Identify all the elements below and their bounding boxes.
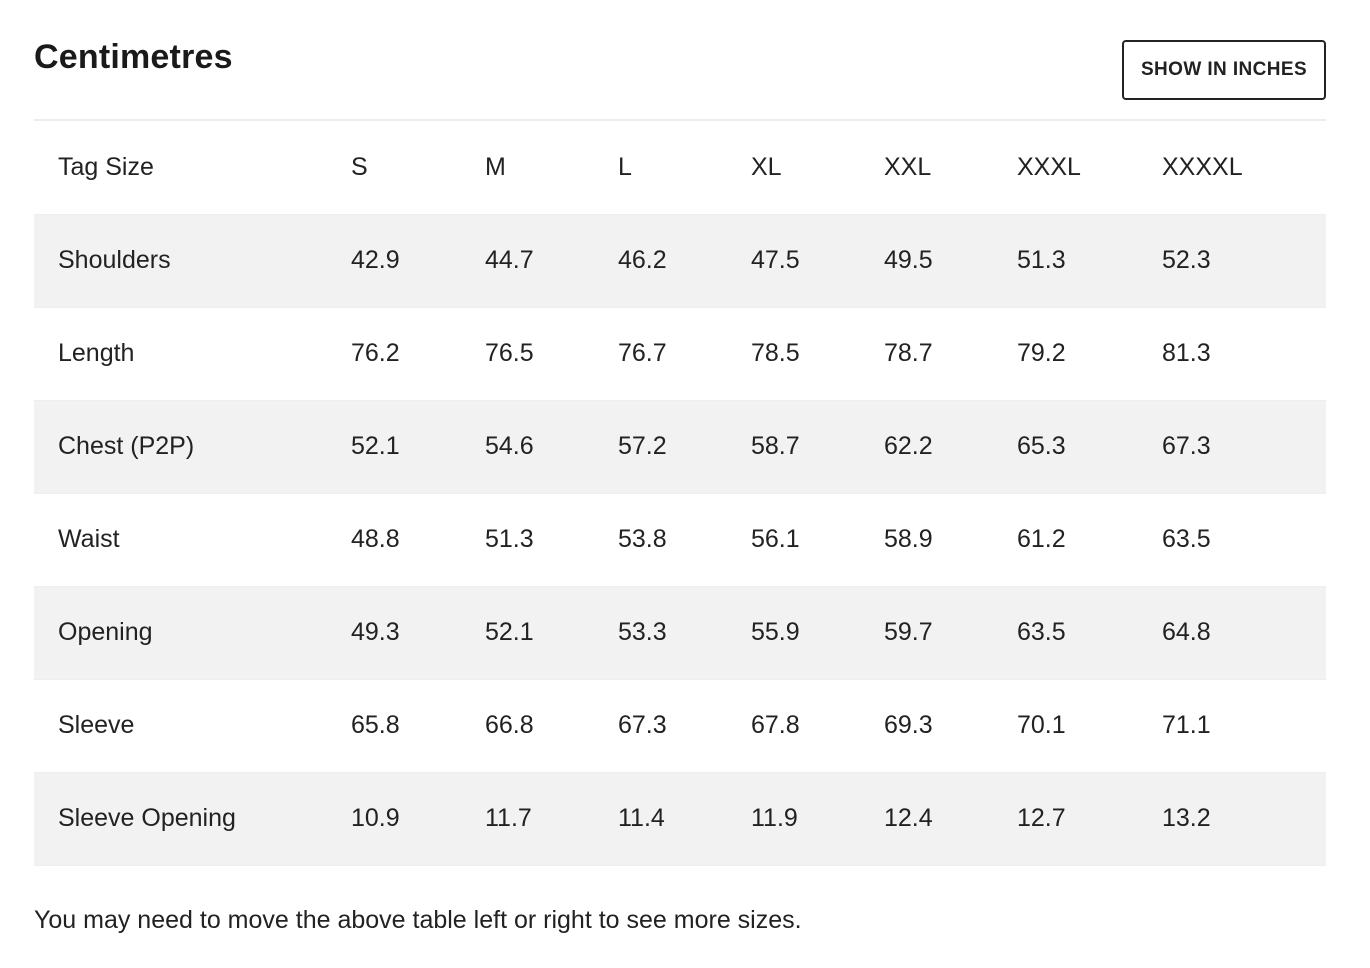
table-cell: 58.9: [884, 493, 1017, 587]
table-cell: 11.4: [618, 772, 751, 866]
column-header: M: [485, 121, 618, 215]
table-cell: 10.9: [351, 772, 485, 866]
row-label: Sleeve: [34, 679, 351, 773]
table-cell: 52.1: [351, 400, 485, 494]
page-title: Centimetres: [34, 38, 233, 76]
table-cell: 67.3: [1162, 400, 1326, 494]
table-cell: 53.3: [618, 586, 751, 680]
table-cell: 61.2: [1017, 493, 1162, 587]
table-cell: 55.9: [751, 586, 884, 680]
table-cell: 11.7: [485, 772, 618, 866]
table-cell: 81.3: [1162, 307, 1326, 401]
table-cell: 56.1: [751, 493, 884, 587]
size-chart: Centimetres SHOW IN INCHES Tag Size S M …: [34, 0, 1326, 934]
size-table: Tag Size S M L XL XXL XXXL XXXXL Shoulde…: [34, 121, 1326, 866]
table-cell: 49.5: [884, 214, 1017, 308]
table-cell: 67.3: [618, 679, 751, 773]
table-cell: 11.9: [751, 772, 884, 866]
column-header: XXL: [884, 121, 1017, 215]
table-cell: 47.5: [751, 214, 884, 308]
table-cell: 42.9: [351, 214, 485, 308]
table-cell: 63.5: [1162, 493, 1326, 587]
show-in-inches-button[interactable]: SHOW IN INCHES: [1122, 40, 1326, 100]
column-header: XXXL: [1017, 121, 1162, 215]
table-cell: 12.7: [1017, 772, 1162, 866]
table-cell: 44.7: [485, 214, 618, 308]
scroll-hint-note: You may need to move the above table lef…: [34, 906, 802, 934]
table-cell: 64.8: [1162, 586, 1326, 680]
column-header: XL: [751, 121, 884, 215]
table-cell: 62.2: [884, 400, 1017, 494]
table-row: Sleeve 65.8 66.8 67.3 67.8 69.3 70.1 71.…: [34, 679, 1326, 773]
table-cell: 65.8: [351, 679, 485, 773]
table-cell: 46.2: [618, 214, 751, 308]
row-label: Chest (P2P): [34, 400, 351, 494]
table-cell: 76.7: [618, 307, 751, 401]
table-row: Length 76.2 76.5 76.7 78.5 78.7 79.2 81.…: [34, 307, 1326, 401]
column-header: Tag Size: [34, 121, 351, 215]
table-cell: 59.7: [884, 586, 1017, 680]
table-cell: 51.3: [1017, 214, 1162, 308]
table-cell: 13.2: [1162, 772, 1326, 866]
row-label: Sleeve Opening: [34, 772, 351, 866]
table-cell: 52.1: [485, 586, 618, 680]
table-cell: 69.3: [884, 679, 1017, 773]
column-header: L: [618, 121, 751, 215]
table-row: Opening 49.3 52.1 53.3 55.9 59.7 63.5 64…: [34, 586, 1326, 680]
row-label: Opening: [34, 586, 351, 680]
size-chart-header: Centimetres SHOW IN INCHES: [34, 0, 1326, 121]
table-cell: 71.1: [1162, 679, 1326, 773]
table-cell: 79.2: [1017, 307, 1162, 401]
table-cell: 52.3: [1162, 214, 1326, 308]
row-label: Shoulders: [34, 214, 351, 308]
table-row: Waist 48.8 51.3 53.8 56.1 58.9 61.2 63.5: [34, 493, 1326, 587]
table-cell: 65.3: [1017, 400, 1162, 494]
table-cell: 78.7: [884, 307, 1017, 401]
table-cell: 58.7: [751, 400, 884, 494]
table-cell: 76.5: [485, 307, 618, 401]
row-label: Waist: [34, 493, 351, 587]
table-cell: 12.4: [884, 772, 1017, 866]
table-row: Chest (P2P) 52.1 54.6 57.2 58.7 62.2 65.…: [34, 400, 1326, 494]
table-cell: 51.3: [485, 493, 618, 587]
table-cell: 54.6: [485, 400, 618, 494]
table-cell: 49.3: [351, 586, 485, 680]
table-cell: 48.8: [351, 493, 485, 587]
table-cell: 67.8: [751, 679, 884, 773]
table-row: Sleeve Opening 10.9 11.7 11.4 11.9 12.4 …: [34, 772, 1326, 866]
table-cell: 78.5: [751, 307, 884, 401]
row-label: Length: [34, 307, 351, 401]
table-cell: 76.2: [351, 307, 485, 401]
column-header: S: [351, 121, 485, 215]
table-row: Shoulders 42.9 44.7 46.2 47.5 49.5 51.3 …: [34, 214, 1326, 308]
column-header: XXXXL: [1162, 121, 1326, 215]
table-cell: 57.2: [618, 400, 751, 494]
table-cell: 63.5: [1017, 586, 1162, 680]
table-cell: 53.8: [618, 493, 751, 587]
table-cell: 66.8: [485, 679, 618, 773]
table-header-row: Tag Size S M L XL XXL XXXL XXXXL: [34, 121, 1326, 215]
table-cell: 70.1: [1017, 679, 1162, 773]
